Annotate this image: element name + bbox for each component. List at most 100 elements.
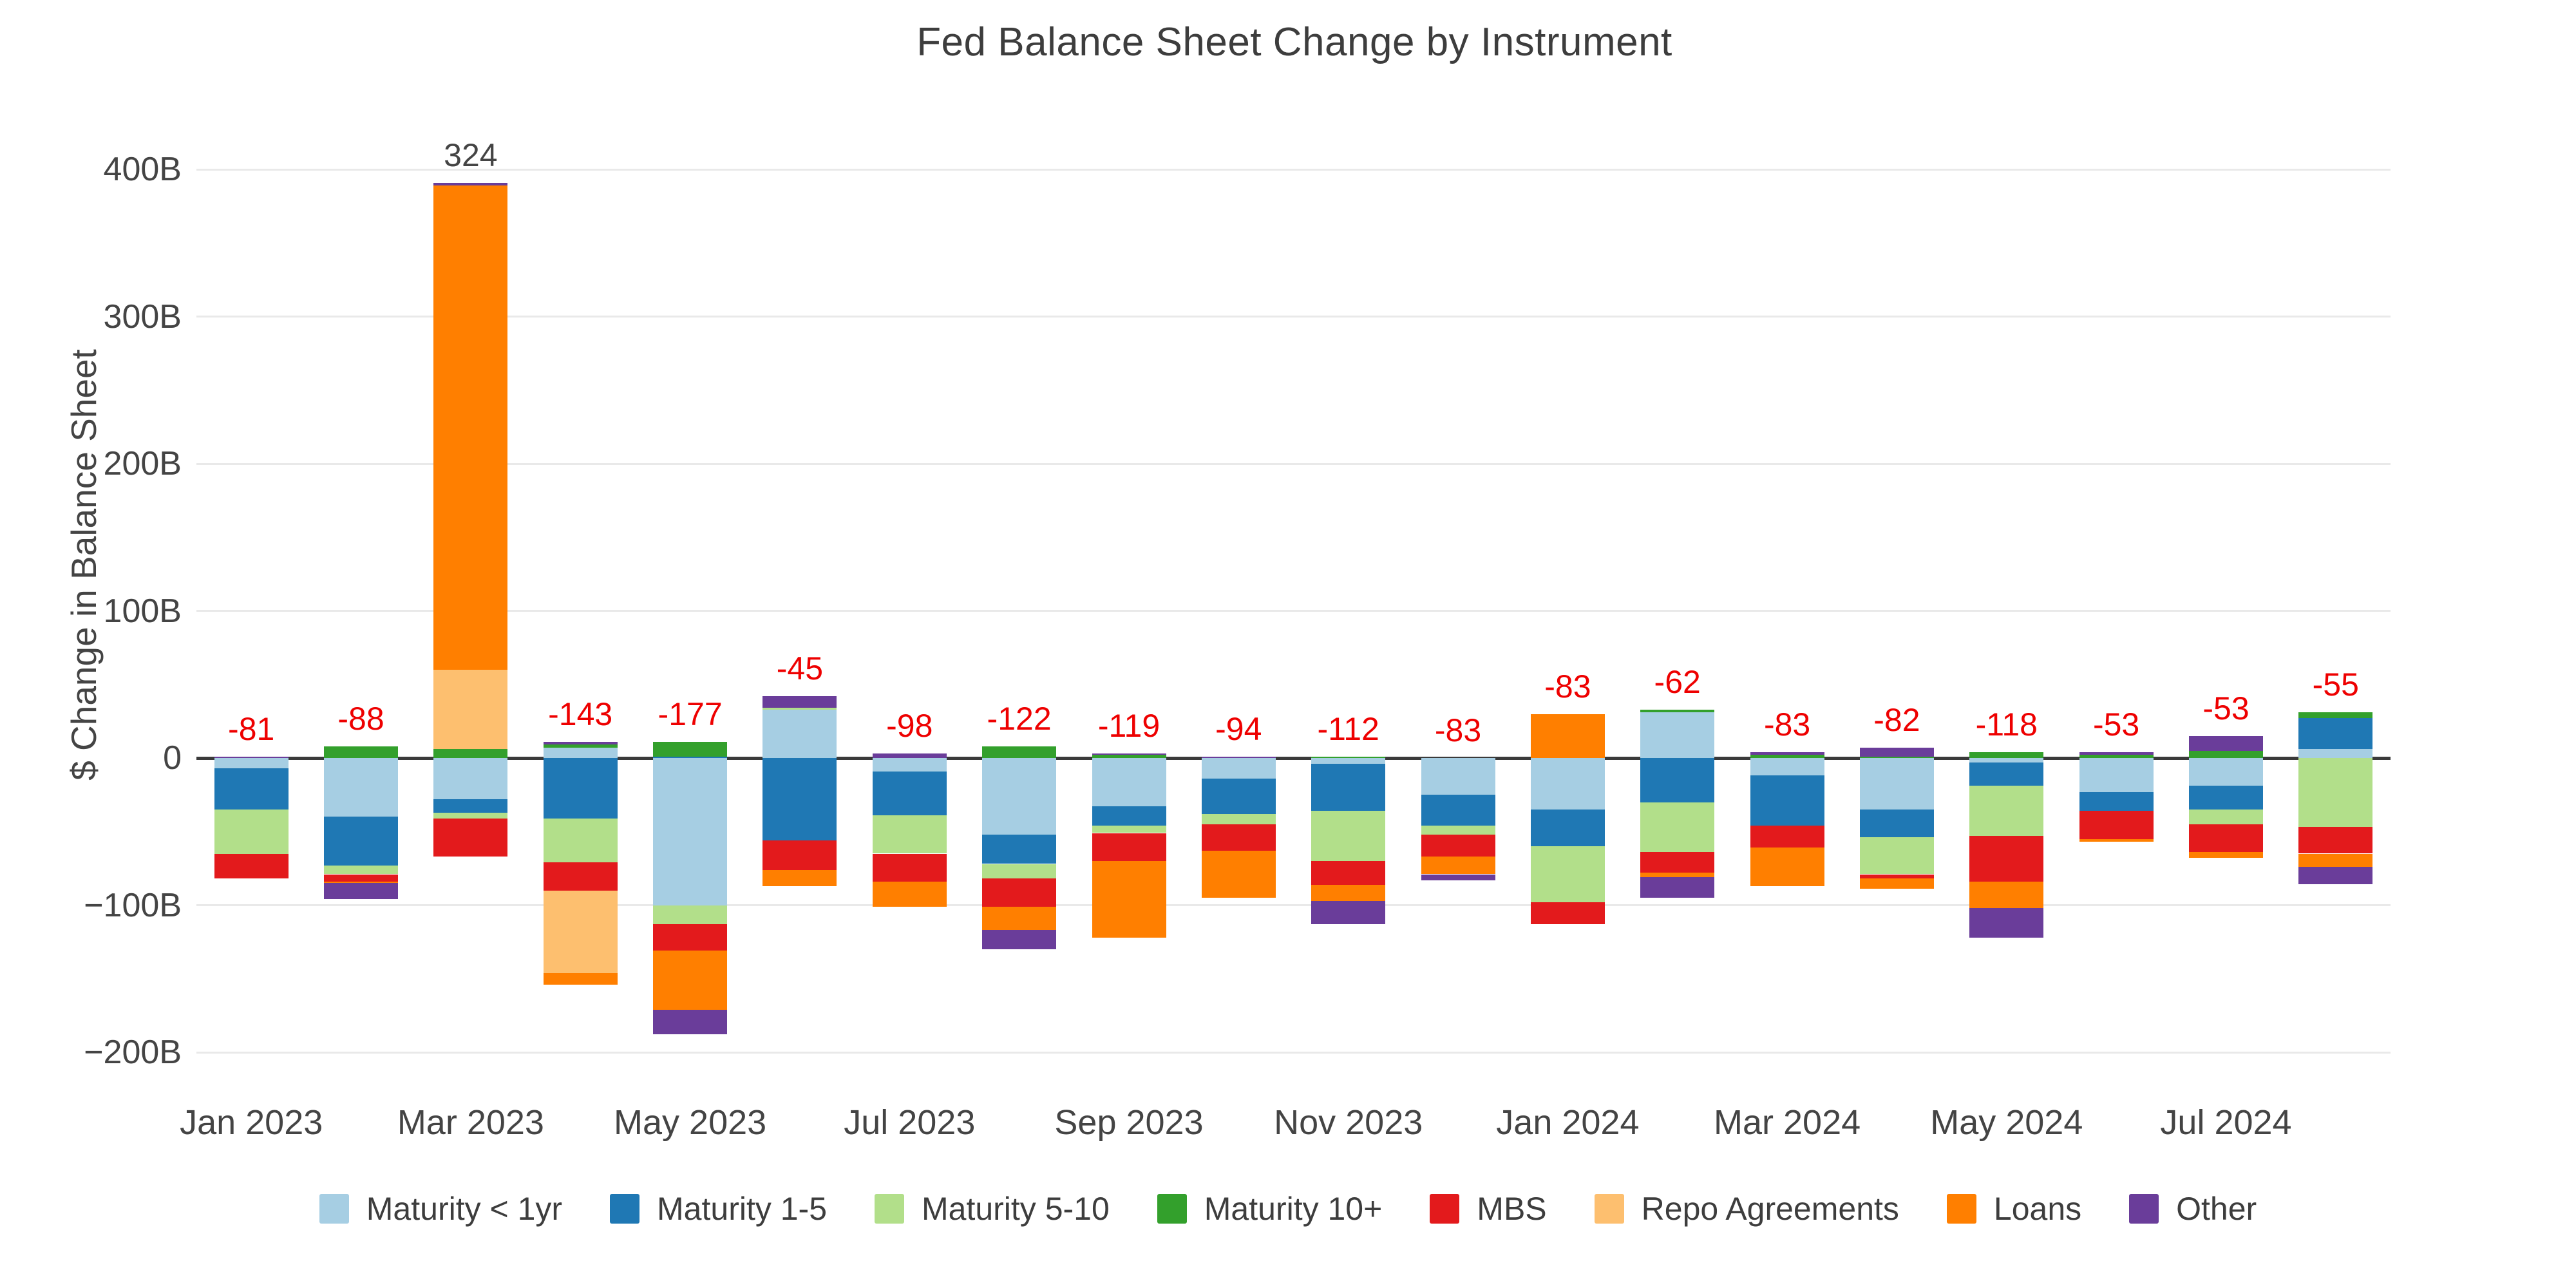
bar-segment[interactable] xyxy=(1092,826,1166,833)
bar-segment[interactable] xyxy=(1640,852,1715,873)
bar-segment[interactable] xyxy=(214,756,289,758)
bar-segment[interactable] xyxy=(543,744,618,748)
bar-segment[interactable] xyxy=(433,812,508,819)
bar-segment[interactable] xyxy=(2189,786,2263,810)
bar-segment[interactable] xyxy=(1750,755,1824,758)
bar-segment[interactable] xyxy=(214,768,289,810)
bar-segment[interactable] xyxy=(2079,811,2154,839)
legend-item-maturity-1yr[interactable]: Maturity < 1yr xyxy=(319,1190,562,1227)
bar-segment[interactable] xyxy=(1969,786,2044,837)
bar-segment[interactable] xyxy=(1201,756,1276,758)
bar-segment[interactable] xyxy=(1201,779,1276,814)
bar-segment[interactable] xyxy=(1640,877,1715,898)
bar-segment[interactable] xyxy=(872,758,947,772)
bar-segment[interactable] xyxy=(872,771,947,816)
bar-segment[interactable] xyxy=(2298,712,2373,719)
bar-segment[interactable] xyxy=(1421,874,1495,880)
bar-segment[interactable] xyxy=(1969,758,2044,762)
bar-segment[interactable] xyxy=(1530,810,1605,847)
bar-segment[interactable] xyxy=(433,818,508,857)
bar-segment[interactable] xyxy=(1640,712,1715,758)
bar-segment[interactable] xyxy=(1421,758,1495,795)
bar-segment[interactable] xyxy=(1421,826,1495,835)
bar-segment[interactable] xyxy=(982,834,1057,864)
legend-item-maturity-5-10[interactable]: Maturity 5-10 xyxy=(875,1190,1110,1227)
bar-segment[interactable] xyxy=(1311,884,1386,901)
bar-segment[interactable] xyxy=(1640,873,1715,878)
bar-segment[interactable] xyxy=(1421,795,1495,826)
bar-segment[interactable] xyxy=(324,758,398,817)
bar-segment[interactable] xyxy=(1530,846,1605,902)
bar-segment[interactable] xyxy=(543,741,618,745)
bar-segment[interactable] xyxy=(324,865,398,875)
bar-segment[interactable] xyxy=(543,748,618,758)
bar-segment[interactable] xyxy=(1969,881,2044,908)
bar-segment[interactable] xyxy=(2298,827,2373,854)
bar-segment[interactable] xyxy=(2189,852,2263,858)
bar-segment[interactable] xyxy=(1750,848,1824,886)
bar-segment[interactable] xyxy=(1969,762,2044,786)
legend-item-maturity-10[interactable]: Maturity 10+ xyxy=(1157,1190,1382,1227)
bar-segment[interactable] xyxy=(2298,718,2373,750)
bar-segment[interactable] xyxy=(1859,810,1934,838)
bar-segment[interactable] xyxy=(214,810,289,854)
bar-segment[interactable] xyxy=(1530,714,1605,759)
bar-segment[interactable] xyxy=(1859,874,1934,879)
bar-segment[interactable] xyxy=(1750,758,1824,776)
bar-segment[interactable] xyxy=(214,853,289,879)
bar-segment[interactable] xyxy=(982,864,1057,879)
bar-segment[interactable] xyxy=(543,758,618,819)
bar-segment[interactable] xyxy=(982,758,1057,835)
legend-item-maturity-1-5[interactable]: Maturity 1-5 xyxy=(610,1190,827,1227)
bar-segment[interactable] xyxy=(433,758,508,799)
bar-segment[interactable] xyxy=(2079,755,2154,758)
bar-segment[interactable] xyxy=(1640,802,1715,853)
bar-segment[interactable] xyxy=(872,753,947,758)
bar-segment[interactable] xyxy=(1311,811,1386,861)
bar-segment[interactable] xyxy=(433,185,508,670)
legend-item-loans[interactable]: Loans xyxy=(1946,1190,2081,1227)
bar-segment[interactable] xyxy=(872,881,947,907)
bar-segment[interactable] xyxy=(1640,709,1715,713)
bar-segment[interactable] xyxy=(1969,752,2044,758)
bar-segment[interactable] xyxy=(433,749,508,758)
bar-segment[interactable] xyxy=(872,815,947,854)
bar-segment[interactable] xyxy=(324,874,398,882)
bar-segment[interactable] xyxy=(1421,857,1495,875)
bar-segment[interactable] xyxy=(543,818,618,863)
bar-segment[interactable] xyxy=(1421,834,1495,857)
bar-segment[interactable] xyxy=(1750,752,1824,755)
bar-segment[interactable] xyxy=(1640,758,1715,802)
bar-segment[interactable] xyxy=(2079,791,2154,811)
bar-segment[interactable] xyxy=(982,878,1057,907)
legend-item-repo-agreements[interactable]: Repo Agreements xyxy=(1594,1190,1899,1227)
bar-segment[interactable] xyxy=(1092,806,1166,826)
bar-segment[interactable] xyxy=(653,924,728,951)
bar-segment[interactable] xyxy=(982,746,1057,758)
bar-segment[interactable] xyxy=(1092,833,1166,861)
legend-item-mbs[interactable]: MBS xyxy=(1430,1190,1547,1227)
bar-segment[interactable] xyxy=(2189,758,2263,786)
bar-segment[interactable] xyxy=(433,182,508,186)
bar-segment[interactable] xyxy=(762,709,837,758)
bar-segment[interactable] xyxy=(1969,908,2044,938)
bar-segment[interactable] xyxy=(433,669,508,750)
bar-segment[interactable] xyxy=(1750,826,1824,848)
bar-segment[interactable] xyxy=(653,905,728,925)
bar-segment[interactable] xyxy=(324,881,398,884)
bar-segment[interactable] xyxy=(1530,902,1605,925)
bar-segment[interactable] xyxy=(2189,824,2263,853)
bar-segment[interactable] xyxy=(433,799,508,813)
bar-segment[interactable] xyxy=(2079,838,2154,842)
bar-segment[interactable] xyxy=(214,758,289,768)
bar-segment[interactable] xyxy=(653,758,728,905)
bar-segment[interactable] xyxy=(982,930,1057,949)
bar-segment[interactable] xyxy=(2079,758,2154,792)
bar-segment[interactable] xyxy=(653,756,728,758)
legend-item-other[interactable]: Other xyxy=(2129,1190,2257,1227)
bar-segment[interactable] xyxy=(543,862,618,891)
bar-segment[interactable] xyxy=(543,972,618,985)
bar-segment[interactable] xyxy=(1092,861,1166,938)
bar-segment[interactable] xyxy=(1092,758,1166,807)
bar-segment[interactable] xyxy=(1750,775,1824,826)
